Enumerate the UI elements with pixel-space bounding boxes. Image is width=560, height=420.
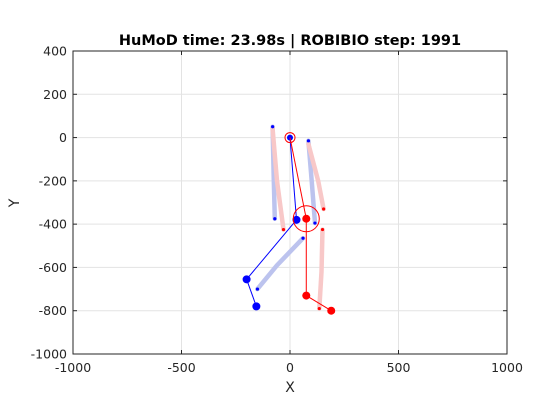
joint-marker [252, 302, 261, 311]
y-tick-label: -400 [39, 217, 67, 232]
x-tick-label: -500 [167, 360, 195, 375]
joint-marker [301, 236, 305, 240]
joint-marker [313, 221, 317, 225]
y-tick-label: 0 [59, 130, 67, 145]
joint-marker [320, 227, 325, 232]
skeletons [242, 125, 336, 315]
joint-marker [271, 125, 275, 129]
trajectory-trace [255, 235, 306, 292]
x-tick-label: 500 [387, 360, 411, 375]
x-axis-label: X [285, 380, 295, 396]
y-tick-label: 200 [43, 87, 67, 102]
skeleton-segment [289, 137, 307, 219]
joint-marker [327, 306, 336, 315]
joint-marker [322, 207, 326, 211]
axes [72, 50, 508, 355]
y-tick-label: -600 [39, 260, 67, 275]
joint-marker [255, 287, 260, 291]
joint-marker [281, 227, 286, 232]
joint-marker [242, 275, 251, 284]
joint-marker [302, 214, 311, 223]
joint-marker [317, 306, 321, 311]
y-tick-label: -1000 [31, 347, 67, 362]
trajectory-trace [270, 126, 286, 232]
x-tick-label: -1000 [55, 360, 91, 375]
joint-marker [273, 217, 277, 221]
x-tick-label: 0 [286, 360, 294, 375]
chart-title: HuMoD time: 23.98s | ROBIBIO step: 1991 [119, 33, 461, 49]
y-tick-label: 400 [43, 44, 67, 59]
trajectory-traces [255, 124, 326, 311]
skeleton-segment [289, 137, 298, 220]
x-tick-label: 1000 [491, 360, 523, 375]
joint-marker [302, 291, 311, 300]
skeleton-segment [306, 295, 332, 312]
y-axis-label: Y [7, 198, 23, 208]
skeleton-segment [246, 219, 297, 280]
joint-marker [306, 139, 311, 143]
trajectory-trace [317, 227, 325, 311]
skeleton-segment [246, 279, 257, 307]
y-tick-label: -800 [39, 303, 67, 318]
joint-ring-marker [292, 205, 320, 233]
joint-marker [292, 215, 301, 224]
y-tick-label: -200 [39, 173, 67, 188]
trajectory-trace [306, 141, 326, 212]
joint-ring-marker [284, 132, 296, 144]
tick-labels: -1000 -500 0 500 1000 -1000 -800 -600 -400 -200 0 2… [31, 44, 523, 376]
